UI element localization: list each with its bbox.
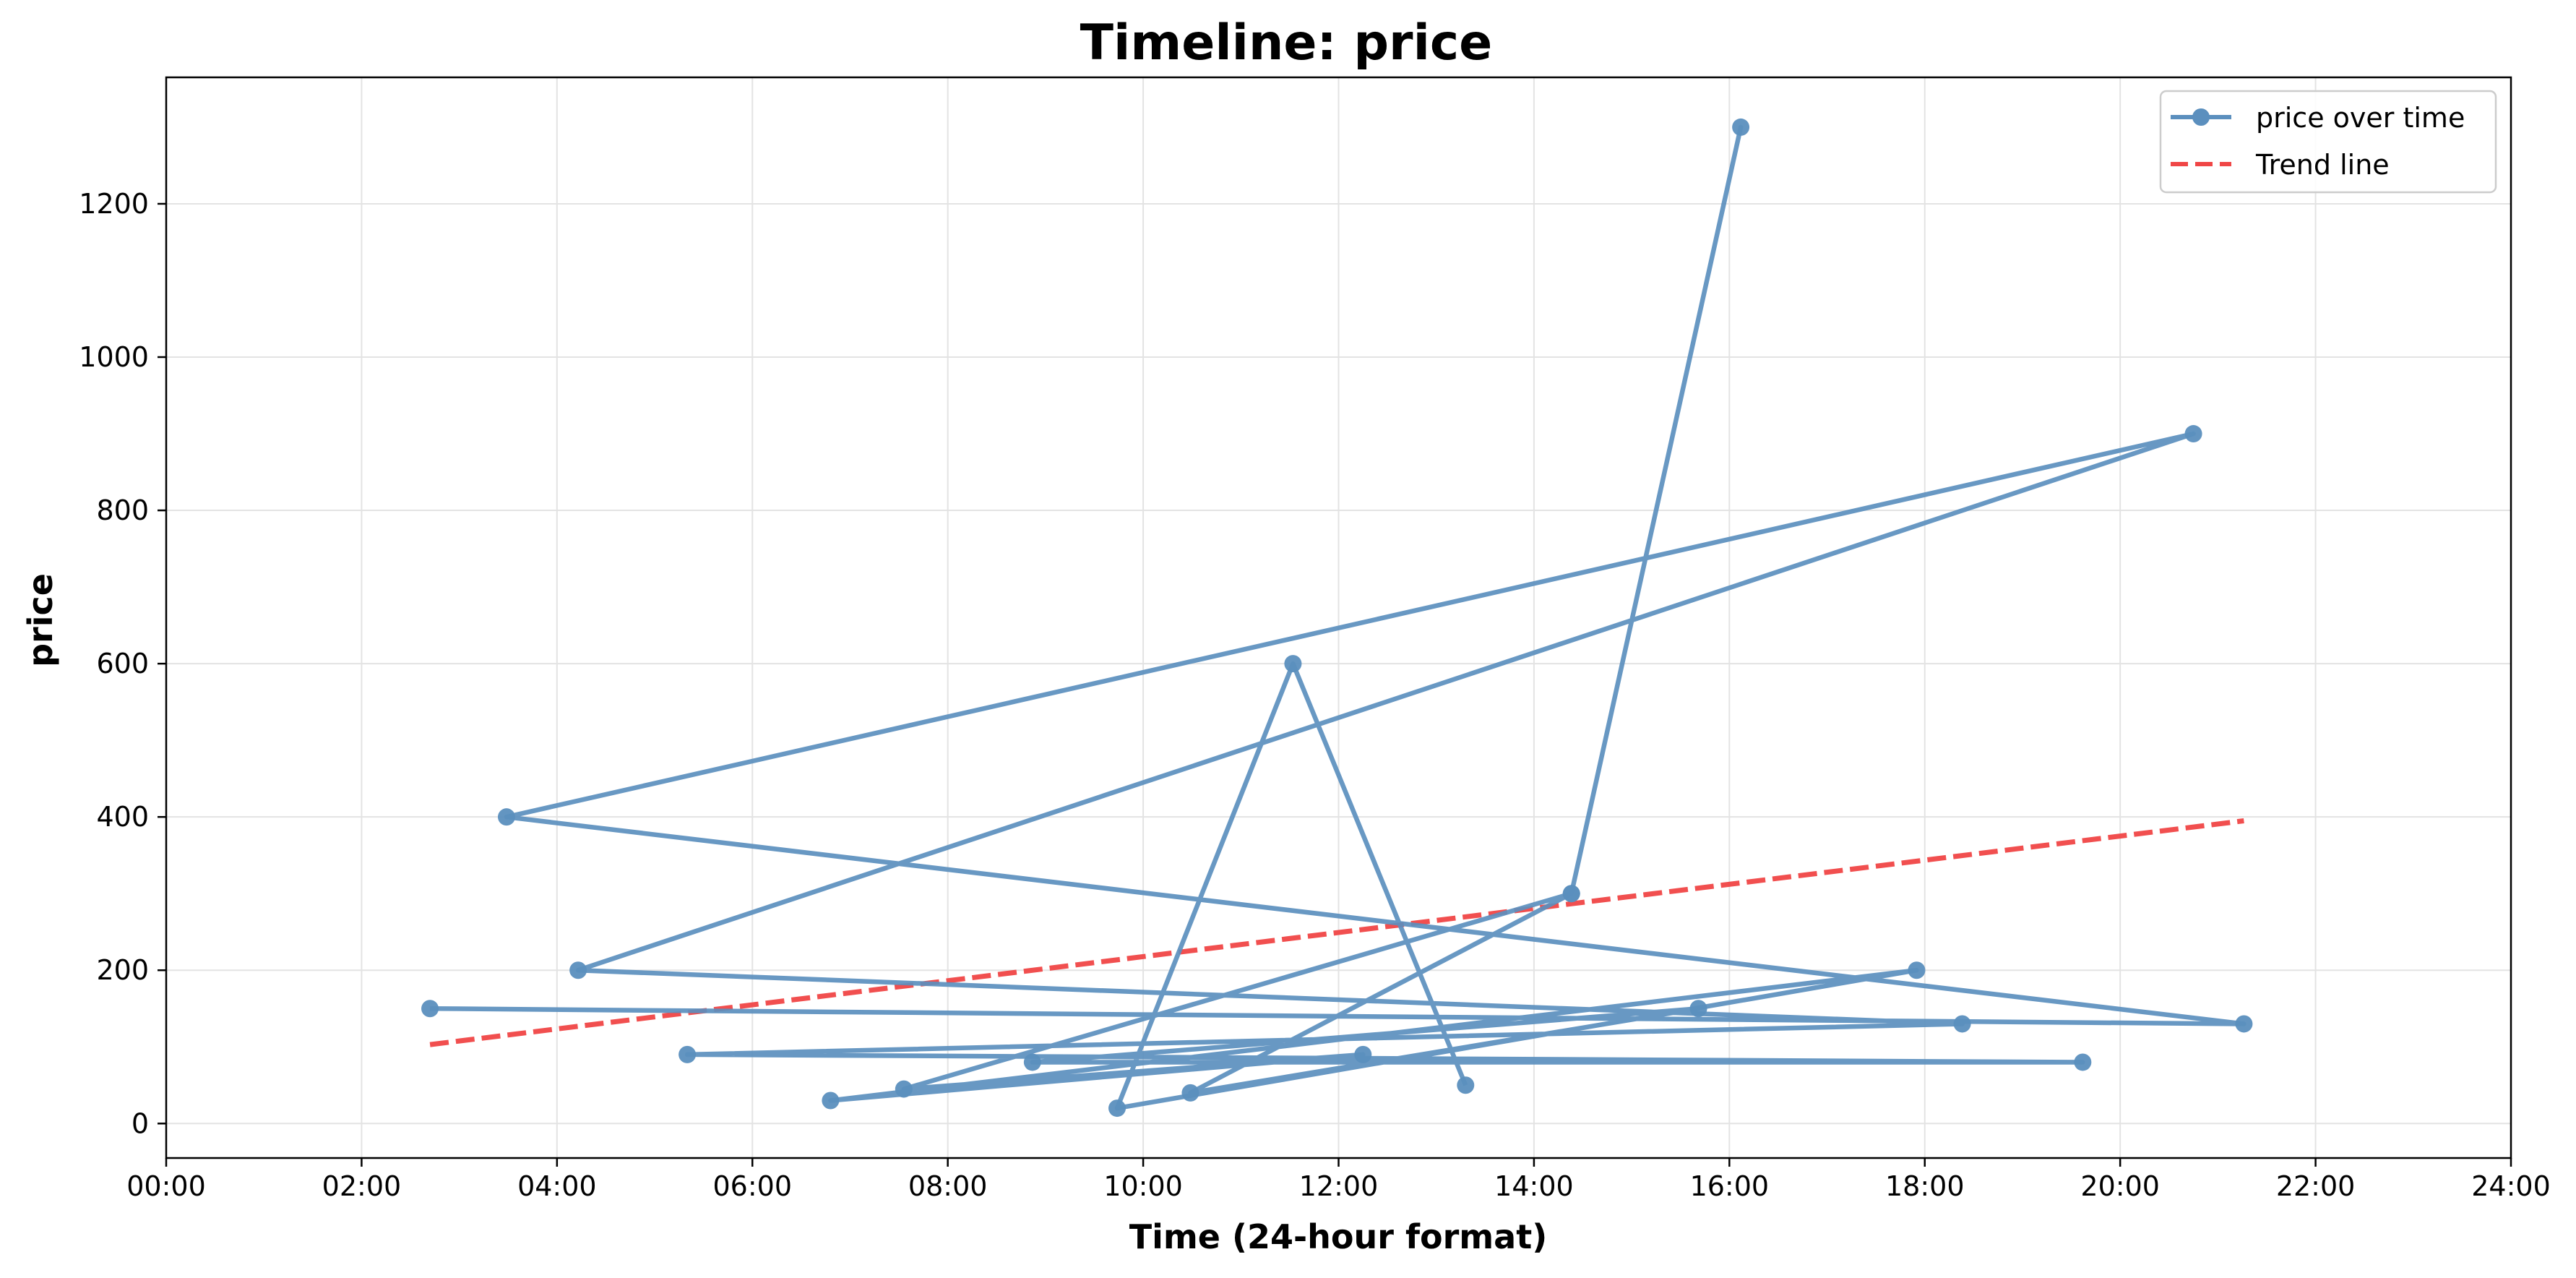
price-data-point [2184, 425, 2202, 443]
price-data-point [1108, 1099, 1127, 1118]
y-tick-label: 0 [132, 1107, 149, 1139]
grid-layer [165, 77, 2512, 1158]
price-data-point [1689, 1000, 1707, 1018]
legend: price over time Trend line [2159, 90, 2497, 194]
price-data-point [569, 961, 587, 979]
x-tick-label: 16:00 [1690, 1170, 1770, 1202]
price-data-point [1953, 1015, 1971, 1033]
y-tick-label: 800 [96, 494, 149, 526]
legend-marker-price [2192, 108, 2210, 126]
legend-label-price: price over time [2256, 102, 2465, 134]
price-data-point [1284, 655, 1302, 673]
x-tick-label: 24:00 [2471, 1170, 2551, 1202]
price-data-point [679, 1045, 697, 1063]
x-tick-label: 18:00 [1885, 1170, 1965, 1202]
x-tick-label: 22:00 [2276, 1170, 2356, 1202]
price-data-point [2074, 1053, 2092, 1071]
x-tick-label: 14:00 [1494, 1170, 1574, 1202]
y-tick-label: 200 [96, 954, 149, 986]
y-tick-label: 1000 [79, 341, 149, 373]
x-tick-label: 00:00 [126, 1170, 206, 1202]
x-axis-label: Time (24-hour format) [1129, 1217, 1548, 1256]
price-data-point [421, 1000, 439, 1018]
legend-box [2159, 90, 2497, 194]
chart-title: Timeline: price [1080, 14, 1493, 72]
price-data-point [1732, 118, 1750, 136]
x-tick-label: 08:00 [908, 1170, 988, 1202]
price-data-point [1354, 1045, 1372, 1063]
y-tick-label: 400 [96, 801, 149, 833]
price-data-point [822, 1092, 840, 1110]
y-tick-label: 1200 [79, 188, 149, 220]
price-data-point [2235, 1015, 2253, 1033]
price-data-point [1457, 1076, 1475, 1094]
legend-label-trend: Trend line [2255, 149, 2390, 181]
price-data-point [1181, 1084, 1199, 1102]
x-tick-label: 12:00 [1299, 1170, 1379, 1202]
price-data-point [497, 808, 515, 826]
x-tick-label: 10:00 [1103, 1170, 1183, 1202]
price-data-point [895, 1080, 913, 1098]
price-data-point [1908, 961, 1926, 979]
tick-layer: 00:00 02:00 04:00 06:00 08:00 10:00 12:00 14:00… [79, 188, 2550, 1202]
y-axis-label: price [21, 573, 60, 667]
x-tick-label: 02:00 [322, 1170, 402, 1202]
price-data-point [1562, 885, 1580, 903]
series-layer [421, 118, 2253, 1118]
trend-line [429, 818, 2244, 1047]
x-tick-label: 04:00 [517, 1170, 597, 1202]
x-tick-label: 06:00 [712, 1170, 792, 1202]
y-tick-label: 600 [96, 648, 149, 679]
price-data-point [1023, 1053, 1041, 1071]
x-tick-label: 20:00 [2080, 1170, 2160, 1202]
